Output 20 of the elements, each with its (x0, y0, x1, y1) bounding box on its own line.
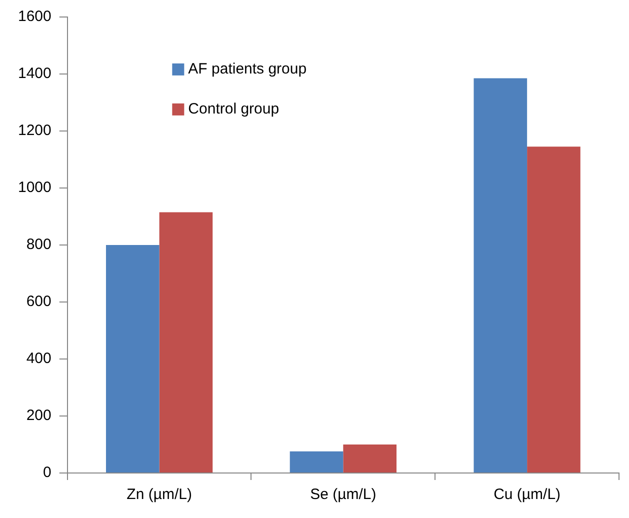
x-tick-label: Cu (µm/L) (494, 486, 561, 504)
y-tick-label: 1200 (18, 122, 52, 140)
bar (527, 146, 580, 472)
y-tick-label: 1400 (18, 65, 52, 82)
bar (106, 245, 160, 472)
y-tick-label: 600 (26, 293, 52, 310)
y-tick-label: 400 (26, 350, 52, 368)
y-tick-label: 0 (43, 464, 52, 482)
y-tick-label: 800 (26, 236, 52, 254)
bar (474, 78, 528, 472)
bar (290, 451, 344, 472)
bar (159, 212, 213, 472)
y-tick-label: 200 (26, 407, 52, 424)
legend-label: Control group (188, 100, 280, 118)
legend-label: AF patients group (188, 60, 307, 78)
y-tick-label: 1600 (18, 8, 52, 26)
x-tick-label: Zn (µm/L) (126, 486, 192, 504)
y-tick-label: 1000 (18, 179, 52, 196)
x-tick-label: Se (µm/L) (310, 486, 376, 504)
bar (343, 444, 397, 472)
